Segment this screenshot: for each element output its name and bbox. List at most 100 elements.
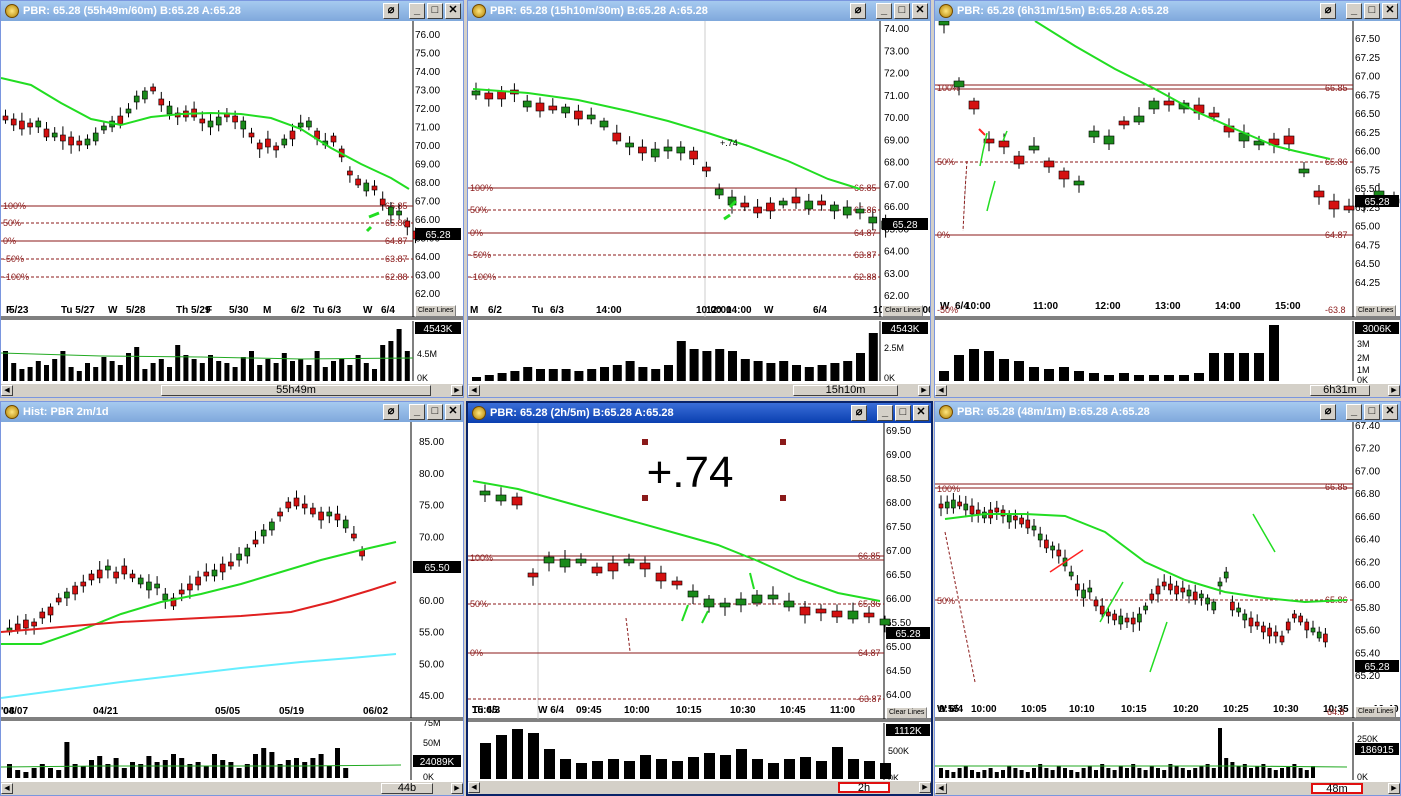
title-bar[interactable]: PBR: 65.28 (55h49m/60m) B:65.28 A:65.28 … bbox=[1, 1, 463, 21]
volume-bar bbox=[72, 764, 78, 778]
chart-window-6[interactable]: PBR: 65.28 (48m/1m) B:65.28 A:65.28 ⌀ _ □ ✕… bbox=[934, 401, 1401, 796]
price-chart[interactable]: 85.0080.0075.0070.0065.0060.0055.0050.00… bbox=[1, 422, 463, 784]
price-chart[interactable]: 74.00 73.00 72.00 71.00 70.00 69.00 68.00 67.00… bbox=[468, 21, 930, 385]
scroll-left-icon[interactable]: ◀ bbox=[1, 385, 13, 396]
title-bar[interactable]: PBR: 65.28 (2h/5m) B:65.28 A:65.28 ⌀ _ □ ✕ bbox=[468, 403, 931, 423]
candle bbox=[142, 90, 148, 100]
chain-link-icon[interactable]: ⌀ bbox=[851, 405, 867, 421]
close-icon[interactable]: ✕ bbox=[445, 3, 461, 19]
scroll-left-icon[interactable]: ◀ bbox=[935, 385, 947, 396]
scroll-right-icon[interactable]: ▶ bbox=[1388, 783, 1400, 794]
maximize-icon[interactable]: □ bbox=[1364, 404, 1380, 420]
scroll-left-icon[interactable]: ◀ bbox=[468, 385, 480, 396]
price-chart[interactable]: 67.40 67.20 67.00 66.80 66.60 66.40 66.20 66.00… bbox=[935, 422, 1400, 782]
chart-window-4[interactable]: Hist: PBR 2m/1d ⌀ _ □ ✕ 85.00 80.00 75.00 70.0… bbox=[0, 401, 464, 796]
volume-bar bbox=[355, 355, 361, 381]
chart-window-2[interactable]: PBR: 65.28 (15h10m/30m) B:65.28 A:65.28 … bbox=[467, 0, 931, 398]
chart-window-5[interactable]: PBR: 65.28 (2h/5m) B:65.28 A:65.28 ⌀ _ □ ✕ … bbox=[466, 401, 933, 796]
minimize-icon[interactable]: _ bbox=[409, 3, 425, 19]
volume-bar bbox=[720, 755, 731, 779]
chain-link-icon[interactable]: ⌀ bbox=[1320, 404, 1336, 420]
scroll-left-icon[interactable]: ◀ bbox=[1, 783, 13, 794]
chain-link-icon[interactable]: ⌀ bbox=[1320, 3, 1336, 19]
scrollbar[interactable]: ◀ 55h49m ▶ bbox=[1, 383, 463, 397]
volume-bar bbox=[1224, 353, 1234, 381]
price-chart[interactable]: 67.50 67.25 67.00 66.75 66.50 66.25 66.00 65.75… bbox=[935, 21, 1400, 385]
title-bar[interactable]: PBR: 65.28 (48m/1m) B:65.28 A:65.28 ⌀ _ □ ✕ bbox=[935, 402, 1400, 422]
y-tick-label: 66.00 bbox=[1355, 580, 1380, 591]
scroll-right-icon[interactable]: ▶ bbox=[451, 783, 463, 794]
title-bar[interactable]: Hist: PBR 2m/1d ⌀ _ □ ✕ bbox=[1, 402, 463, 422]
price-chart[interactable]: 69.50 69.00 68.50 68.00 67.50 67.00 66.50 66.00… bbox=[468, 423, 931, 783]
y-tick-label: 70.00 bbox=[884, 113, 909, 124]
chain-link-icon[interactable]: ⌀ bbox=[383, 404, 399, 420]
volume-bar bbox=[1286, 766, 1291, 778]
volume-bar bbox=[11, 363, 17, 381]
clear-lines-button[interactable]: Clear Lines bbox=[886, 707, 928, 719]
scroll-right-icon[interactable]: ▶ bbox=[918, 385, 930, 396]
fib-value: 62.88 bbox=[385, 272, 408, 282]
close-icon[interactable]: ✕ bbox=[1382, 404, 1398, 420]
scroll-thumb[interactable]: 44b bbox=[381, 783, 433, 794]
chart-window-3[interactable]: PBR: 65.28 (6h31m/15m) B:65.28 A:65.28 ⌀… bbox=[934, 0, 1401, 398]
chain-link-icon[interactable]: ⌀ bbox=[850, 3, 866, 19]
close-icon[interactable]: ✕ bbox=[913, 405, 929, 421]
scrollbar[interactable]: ◀ 6h31m ▶ bbox=[935, 383, 1400, 397]
maximize-icon[interactable]: □ bbox=[1364, 3, 1380, 19]
scrollbar[interactable]: ◀ 2h ▶ bbox=[468, 780, 931, 794]
candle bbox=[1075, 583, 1080, 591]
minimize-icon[interactable]: _ bbox=[876, 3, 892, 19]
scroll-right-icon[interactable]: ▶ bbox=[919, 782, 931, 793]
candle bbox=[1285, 621, 1291, 631]
fib-label: 100% bbox=[470, 553, 493, 563]
maximize-icon[interactable]: □ bbox=[427, 404, 443, 420]
scroll-thumb[interactable]: 6h31m bbox=[1310, 385, 1370, 396]
annotation-text: +.74 bbox=[647, 448, 734, 497]
scroll-thumb[interactable]: 55h49m bbox=[161, 385, 431, 396]
candle bbox=[256, 142, 263, 150]
candle bbox=[371, 185, 378, 191]
scrollbar[interactable]: ◀ 48m ▶ bbox=[935, 781, 1400, 795]
candle bbox=[101, 125, 107, 131]
volume-bar bbox=[285, 760, 291, 778]
volume-bar bbox=[999, 359, 1009, 381]
minimize-icon[interactable]: _ bbox=[877, 405, 893, 421]
close-icon[interactable]: ✕ bbox=[912, 3, 928, 19]
volume-bar bbox=[347, 365, 353, 381]
chain-link-icon[interactable]: ⌀ bbox=[383, 3, 399, 19]
close-icon[interactable]: ✕ bbox=[1382, 3, 1398, 19]
scrollbar[interactable]: ◀ 15h10m ▶ bbox=[468, 383, 930, 397]
scroll-left-icon[interactable]: ◀ bbox=[935, 783, 947, 794]
chart-window-1[interactable]: PBR: 65.28 (55h49m/60m) B:65.28 A:65.28 … bbox=[0, 0, 464, 398]
minimize-icon[interactable]: _ bbox=[1346, 3, 1362, 19]
title-bar[interactable]: PBR: 65.28 (15h10m/30m) B:65.28 A:65.28 … bbox=[468, 1, 930, 21]
scroll-thumb[interactable]: 15h10m bbox=[793, 385, 898, 396]
price-chart[interactable]: 76.00 75.00 74.00 73.00 72.00 71.00 70.00 69.00… bbox=[1, 21, 463, 385]
scroll-right-icon[interactable]: ▶ bbox=[1388, 385, 1400, 396]
scroll-thumb[interactable]: 48m bbox=[1311, 783, 1363, 795]
scroll-thumb[interactable]: 2h bbox=[838, 782, 890, 794]
volume-bar bbox=[638, 367, 648, 381]
y-tick-label: 70.00 bbox=[415, 141, 440, 152]
volume-bar bbox=[1304, 770, 1309, 778]
vol-tick: 3M bbox=[1357, 339, 1370, 349]
minimize-icon[interactable]: _ bbox=[409, 404, 425, 420]
clear-lines-button[interactable]: Clear Lines bbox=[882, 305, 924, 317]
clear-lines-button[interactable]: Clear Lines bbox=[415, 305, 457, 317]
clear-lines-button[interactable]: Clear Lines bbox=[1355, 706, 1397, 718]
scrollbar[interactable]: ◀ 44b ▶ bbox=[1, 781, 463, 795]
scroll-right-icon[interactable]: ▶ bbox=[451, 385, 463, 396]
maximize-icon[interactable]: □ bbox=[895, 405, 911, 421]
maximize-icon[interactable]: □ bbox=[894, 3, 910, 19]
x-tick-label: 6/4 bbox=[381, 305, 395, 316]
volume-bar bbox=[1193, 768, 1198, 778]
clear-lines-button[interactable]: Clear Lines bbox=[1355, 305, 1397, 317]
minimize-icon[interactable]: _ bbox=[1346, 404, 1362, 420]
close-icon[interactable]: ✕ bbox=[445, 404, 461, 420]
candle bbox=[1006, 513, 1012, 523]
scroll-left-icon[interactable]: ◀ bbox=[468, 782, 480, 793]
title-bar[interactable]: PBR: 65.28 (6h31m/15m) B:65.28 A:65.28 ⌀… bbox=[935, 1, 1400, 21]
maximize-icon[interactable]: □ bbox=[427, 3, 443, 19]
candle bbox=[137, 577, 144, 585]
volume-bar bbox=[3, 351, 8, 381]
